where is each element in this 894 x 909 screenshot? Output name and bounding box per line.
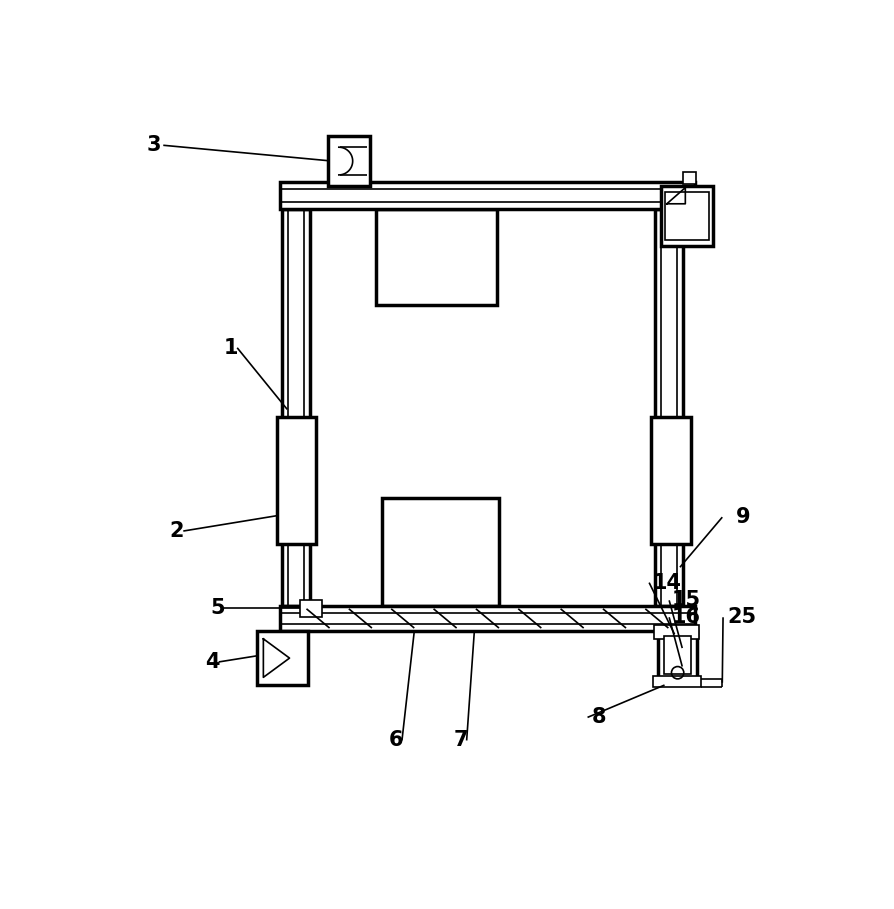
Bar: [328, 136, 369, 186]
Text: 15: 15: [671, 590, 701, 610]
Bar: [277, 417, 316, 544]
Bar: [257, 631, 308, 685]
Bar: [654, 625, 699, 639]
Bar: [300, 600, 322, 617]
Text: 2: 2: [170, 521, 184, 541]
Bar: [653, 675, 701, 686]
Bar: [280, 182, 696, 209]
Bar: [658, 631, 697, 681]
Polygon shape: [667, 187, 686, 204]
Text: 9: 9: [736, 507, 751, 527]
Text: 6: 6: [389, 731, 403, 751]
Text: 25: 25: [727, 607, 756, 627]
Text: 5: 5: [210, 598, 225, 618]
Bar: [375, 209, 497, 305]
Bar: [661, 186, 713, 246]
Bar: [652, 417, 691, 544]
Bar: [663, 635, 691, 674]
Text: 4: 4: [205, 652, 219, 672]
Text: 7: 7: [453, 731, 468, 751]
Bar: [664, 192, 709, 240]
Bar: [654, 209, 683, 605]
Bar: [382, 498, 499, 605]
Bar: [280, 605, 696, 631]
Text: 3: 3: [147, 135, 161, 155]
Bar: [683, 172, 696, 184]
Text: 1: 1: [224, 338, 238, 358]
Text: 14: 14: [653, 573, 682, 593]
Text: 16: 16: [671, 607, 701, 627]
Bar: [282, 209, 310, 605]
Text: 8: 8: [592, 707, 606, 727]
